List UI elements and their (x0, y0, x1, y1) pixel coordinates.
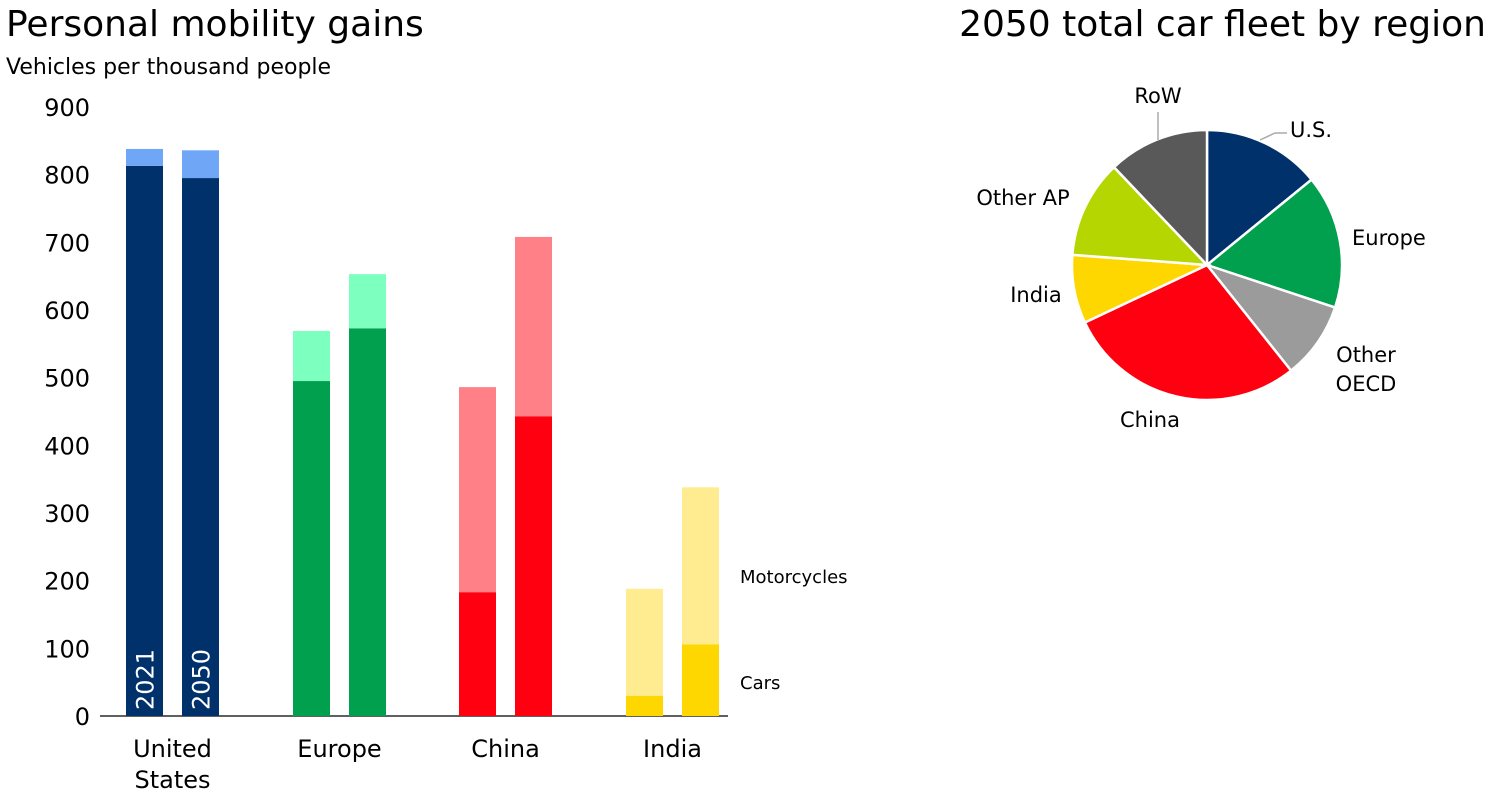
year-label: 2050 (188, 649, 216, 710)
legend-motorcycles: Motorcycles (740, 567, 848, 588)
bar-cars (349, 328, 386, 716)
legend-cars: Cars (740, 673, 780, 694)
category-label: United (133, 735, 212, 763)
y-tick-label: 700 (44, 229, 90, 257)
pie-label: OECD (1336, 372, 1397, 396)
category-label: China (471, 735, 540, 763)
pie-label: Europe (1352, 226, 1426, 250)
bar-cars (182, 178, 219, 717)
pie-label: Other AP (976, 186, 1069, 210)
category-label: India (643, 735, 702, 763)
y-tick-label: 100 (44, 635, 90, 663)
bar-cars (126, 165, 163, 716)
bar-motorcycles (682, 487, 719, 645)
bar-motorcycles (349, 274, 386, 329)
y-tick-label: 500 (44, 365, 90, 393)
pie-slice (1071, 165, 1211, 267)
bar-cars (682, 644, 719, 716)
bar-motorcycles (626, 588, 663, 696)
bar-cars (293, 381, 330, 716)
y-tick-label: 600 (44, 297, 90, 325)
pie-label: U.S. (1290, 118, 1332, 142)
pie-chart: U.S. Europe Other OECD China India Other AP RoW (976, 84, 1426, 432)
y-tick-label: 800 (44, 162, 90, 190)
bar-cars (626, 695, 663, 716)
bar-chart-subtitle: Vehicles per thousand people (6, 55, 331, 80)
pie-slice (1203, 262, 1337, 373)
pie-label: China (1120, 408, 1180, 432)
pie-label: Other (1336, 343, 1396, 367)
y-tick-label: 300 (44, 500, 90, 528)
category-label: States (134, 766, 210, 794)
pie-label: RoW (1134, 84, 1181, 108)
pie-label: India (1010, 283, 1062, 307)
bar-motorcycles (182, 150, 219, 179)
y-tick-label: 200 (44, 568, 90, 596)
bar-motorcycles (293, 330, 330, 382)
bar-motorcycles (459, 387, 496, 593)
bar-chart: 0 100 200 300 400 500 600 700 800 900 2021 2050 Unit… (44, 94, 847, 794)
category-label: Europe (297, 735, 381, 763)
bar-chart-title: Personal mobility gains (6, 4, 424, 45)
pie-slice (1112, 128, 1209, 269)
y-tick-label: 0 (75, 703, 90, 731)
bar-motorcycles (515, 236, 552, 417)
bar-motorcycles (126, 148, 163, 166)
bar-cars (459, 592, 496, 716)
leader-line (1259, 132, 1287, 141)
bar-cars (515, 416, 552, 716)
pie-chart-title: 2050 total car fleet by region (959, 4, 1486, 45)
y-tick-label: 400 (44, 432, 90, 460)
y-tick-label: 900 (44, 94, 90, 122)
year-label: 2021 (132, 649, 160, 710)
pie-slice (1205, 128, 1314, 268)
